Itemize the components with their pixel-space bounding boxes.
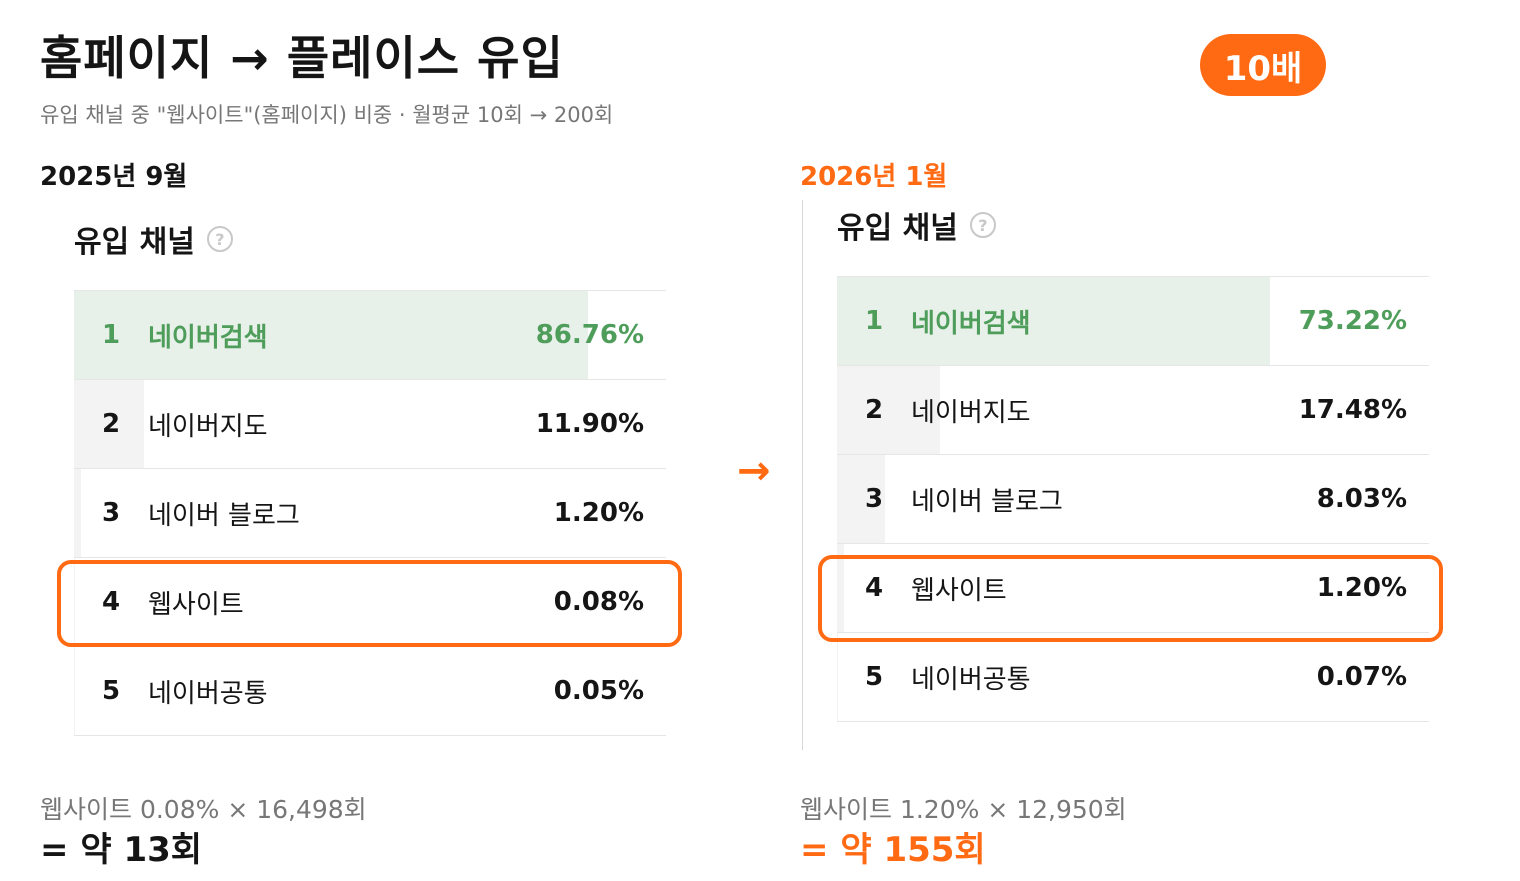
row-rank: 1 xyxy=(101,320,121,350)
row-channel-name: 네이버 블로그 xyxy=(911,486,1063,517)
period-before: 2025년 9월 xyxy=(40,162,188,192)
row-rank: 2 xyxy=(864,395,884,425)
table-row: 3 네이버 블로그 8.03% xyxy=(837,455,1429,544)
row-percent: 1.20% xyxy=(553,498,644,528)
share-bar xyxy=(837,544,845,632)
share-bar xyxy=(837,277,1271,365)
row-channel-name: 네이버검색 xyxy=(148,322,268,353)
share-bar xyxy=(74,380,145,468)
period-after: 2026년 1월 xyxy=(800,162,948,192)
website-highlight-after xyxy=(818,555,1443,642)
page-subtitle: 유입 채널 중 "웹사이트"(홈페이지) 비중 · 월평균 10회 → 200회 xyxy=(40,103,614,127)
row-channel-name: 네이버공통 xyxy=(911,664,1031,695)
table-row: 1 네이버검색 86.76% xyxy=(74,291,666,380)
row-percent: 0.07% xyxy=(1316,662,1407,692)
panel-title: 유입 채널 ? xyxy=(74,216,666,262)
row-channel-name: 네이버지도 xyxy=(911,397,1031,428)
row-channel-name: 네이버 블로그 xyxy=(148,500,300,531)
help-icon[interactable]: ? xyxy=(206,226,233,252)
share-bar xyxy=(74,469,82,557)
row-channel-name: 네이버공통 xyxy=(148,678,268,709)
panel-title: 유입 채널 ? xyxy=(837,202,1429,248)
row-rank: 2 xyxy=(101,409,121,439)
row-percent: 8.03% xyxy=(1316,484,1407,514)
result-before: = 약 13회 xyxy=(40,830,203,870)
row-percent: 1.20% xyxy=(1316,573,1407,603)
calc-after: 웹사이트 1.20% × 12,950회 xyxy=(800,795,1127,824)
share-bar xyxy=(837,455,885,543)
row-percent: 0.05% xyxy=(553,676,644,706)
row-rank: 3 xyxy=(864,484,884,514)
table-row-website: 4 웹사이트 1.20% xyxy=(837,544,1429,633)
website-highlight-before xyxy=(57,560,682,647)
row-percent: 86.76% xyxy=(535,320,644,350)
page-title: 홈페이지 → 플레이스 유입 xyxy=(40,31,564,85)
table-row: 3 네이버 블로그 1.20% xyxy=(74,469,666,558)
calc-before: 웹사이트 0.08% × 16,498회 xyxy=(40,795,367,824)
panel-title-label: 유입 채널 xyxy=(74,225,195,260)
channel-table: 1 네이버검색 86.76% 2 네이버지도 11.90% 3 네이버 블로그 … xyxy=(74,290,666,736)
table-row: 1 네이버검색 73.22% xyxy=(837,277,1429,366)
table-row: 5 네이버공통 0.05% xyxy=(74,647,666,736)
panel-divider xyxy=(802,200,803,750)
row-rank: 3 xyxy=(101,498,121,528)
share-bar xyxy=(74,291,588,379)
result-after: = 약 155회 xyxy=(800,830,986,870)
row-channel-name: 네이버검색 xyxy=(911,308,1031,339)
help-icon[interactable]: ? xyxy=(969,212,996,238)
row-channel-name: 웹사이트 xyxy=(148,589,244,620)
channel-panel-after: 유입 채널 ? 1 네이버검색 73.22% 2 네이버지도 17.48% 3 … xyxy=(837,202,1429,722)
table-row: 2 네이버지도 17.48% xyxy=(837,366,1429,455)
row-percent: 11.90% xyxy=(535,409,644,439)
row-rank: 4 xyxy=(864,573,884,603)
panel-title-label: 유입 채널 xyxy=(837,211,958,246)
row-rank: 1 xyxy=(864,306,884,336)
table-row: 2 네이버지도 11.90% xyxy=(74,380,666,469)
row-percent: 17.48% xyxy=(1298,395,1407,425)
table-row: 5 네이버공통 0.07% xyxy=(837,633,1429,722)
row-rank: 5 xyxy=(864,662,884,692)
row-channel-name: 네이버지도 xyxy=(148,411,268,442)
ratio-badge: 10배 xyxy=(1200,34,1326,96)
share-bar xyxy=(837,366,941,454)
channel-panel-before: 유입 채널 ? 1 네이버검색 86.76% 2 네이버지도 11.90% 3 … xyxy=(74,216,666,736)
row-rank: 5 xyxy=(101,676,121,706)
row-channel-name: 웹사이트 xyxy=(911,575,1007,606)
arrow-right-icon: → xyxy=(737,448,771,494)
row-percent: 73.22% xyxy=(1298,306,1407,336)
row-rank: 4 xyxy=(101,587,121,617)
channel-table: 1 네이버검색 73.22% 2 네이버지도 17.48% 3 네이버 블로그 … xyxy=(837,276,1429,722)
row-percent: 0.08% xyxy=(553,587,644,617)
